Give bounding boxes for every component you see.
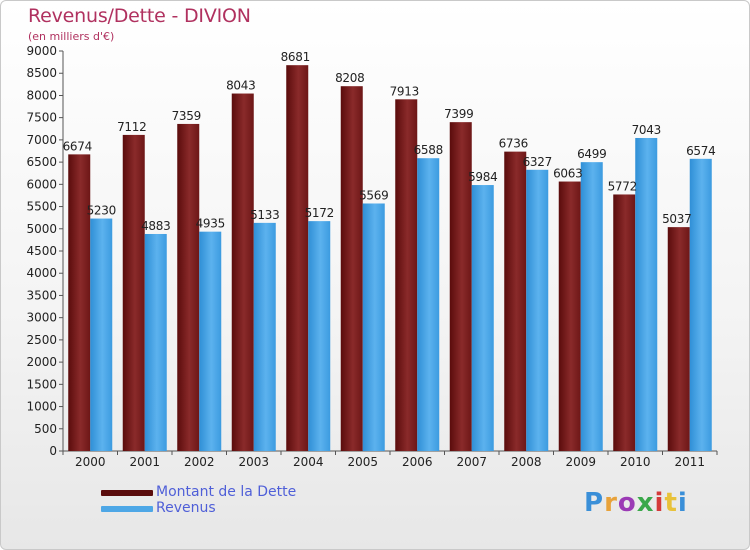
data-label-dette: 7359 <box>172 109 201 123</box>
data-label-revenus: 5984 <box>468 170 497 184</box>
bar-dette <box>340 86 363 451</box>
data-label-revenus: 6327 <box>523 155 552 169</box>
data-label-revenus: 6574 <box>686 144 715 158</box>
data-label-revenus: 4883 <box>141 219 170 233</box>
data-label-revenus: 5133 <box>250 208 279 222</box>
data-label-dette: 5037 <box>662 212 691 226</box>
data-label-dette: 6063 <box>553 167 582 181</box>
x-tick-label: 2010 <box>620 455 651 469</box>
y-tick-label: 4500 <box>26 244 57 258</box>
data-label-revenus: 5569 <box>359 188 388 202</box>
logo-letter: x <box>636 488 655 518</box>
bar-revenus <box>580 162 603 451</box>
y-tick-label: 2500 <box>26 333 57 347</box>
y-tick-label: 5000 <box>26 222 57 236</box>
y-tick-label: 3500 <box>26 288 57 302</box>
bar-dette <box>122 134 145 451</box>
bar-dette <box>68 154 91 451</box>
bars-group <box>68 65 712 452</box>
y-tick-label: 7000 <box>26 133 57 147</box>
y-tick-label: 0 <box>49 444 57 458</box>
proxiti-logo: Proxiti <box>584 488 688 518</box>
x-tick-label: 2006 <box>402 455 433 469</box>
logo-letter: t <box>664 488 678 518</box>
y-tick-label: 1500 <box>26 377 57 391</box>
bar-dette <box>231 93 254 452</box>
y-tick-label: 500 <box>34 422 57 436</box>
y-tick-label: 4000 <box>26 266 57 280</box>
y-tick-label: 8000 <box>26 88 57 102</box>
bar-dette <box>667 227 690 451</box>
data-label-revenus: 6499 <box>577 147 606 161</box>
bar-dette <box>558 181 581 452</box>
axes: 0 500 1000 1500 2000 2500 3000 3500 4000 4500 5000… <box>26 44 718 469</box>
legend-label-dette: Montant de la Dette <box>156 484 297 500</box>
y-tick-label: 6000 <box>26 177 57 191</box>
data-label-revenus: 4935 <box>196 217 225 231</box>
bar-dette <box>504 151 527 451</box>
data-label-dette: 8043 <box>226 79 255 93</box>
logo-letter: i <box>654 488 665 518</box>
bar-revenus <box>689 158 712 452</box>
data-label-dette: 7112 <box>117 120 146 134</box>
y-tick-label: 9000 <box>26 44 57 58</box>
data-label-dette: 5772 <box>608 179 637 193</box>
legend-swatch-dette <box>101 490 153 496</box>
x-tick-label: 2000 <box>75 455 106 469</box>
y-tick-label: 6500 <box>26 155 57 169</box>
chart-subtitle: (en milliers d'€) <box>28 30 115 43</box>
data-label-revenus: 7043 <box>632 123 661 137</box>
x-tick-label: 2011 <box>674 455 705 469</box>
bar-revenus <box>90 218 113 451</box>
data-label-dette: 6736 <box>499 137 528 151</box>
y-tick-label: 1000 <box>26 400 57 414</box>
logo-letter: P <box>584 488 605 518</box>
y-tick-label: 5500 <box>26 200 57 214</box>
legend-swatch-revenus <box>101 506 153 512</box>
x-tick-label: 2007 <box>456 455 487 469</box>
data-label-dette: 7399 <box>444 107 473 121</box>
legend-label-revenus: Revenus <box>156 500 216 516</box>
bar-revenus <box>253 222 276 451</box>
x-tick-label: 2003 <box>238 455 269 469</box>
bar-dette <box>395 99 418 452</box>
bar-revenus <box>635 137 658 451</box>
logo-letter: o <box>617 488 637 518</box>
bar-revenus <box>417 158 440 451</box>
x-tick-label: 2009 <box>565 455 596 469</box>
bar-revenus <box>199 231 222 451</box>
bar-dette <box>449 122 472 452</box>
data-label-revenus: 5172 <box>305 206 334 220</box>
chart-title: Revenus/Dette - DIVION <box>28 5 251 27</box>
y-tick-label: 2000 <box>26 355 57 369</box>
data-label-revenus: 5230 <box>87 204 116 218</box>
bar-revenus <box>526 169 549 452</box>
logo-letter: r <box>604 488 618 518</box>
logo-letter: i <box>677 488 688 518</box>
bar-dette <box>613 194 636 451</box>
x-tick-label: 2001 <box>129 455 160 469</box>
value-labels-group: 6674 5230 7112 4883 7359 4935 8043 5133 8681 5172… <box>63 50 716 233</box>
y-tick-label: 8500 <box>26 66 57 80</box>
x-tick-label: 2002 <box>184 455 215 469</box>
bar-revenus <box>308 221 331 451</box>
x-tick-label: 2008 <box>511 455 542 469</box>
bar-revenus <box>471 185 494 452</box>
x-tick-label: 2004 <box>293 455 324 469</box>
bar-revenus <box>362 203 385 451</box>
x-tick-label: 2005 <box>347 455 378 469</box>
data-label-revenus: 6588 <box>414 143 443 157</box>
bar-dette <box>177 123 200 451</box>
data-label-dette: 8208 <box>335 71 364 85</box>
data-label-dette: 8681 <box>281 50 310 64</box>
data-label-dette: 7913 <box>390 84 419 98</box>
bar-revenus <box>144 233 167 451</box>
data-label-dette: 6674 <box>63 139 92 153</box>
bar-dette <box>286 65 309 451</box>
y-tick-label: 7500 <box>26 111 57 125</box>
y-tick-label: 3000 <box>26 311 57 325</box>
